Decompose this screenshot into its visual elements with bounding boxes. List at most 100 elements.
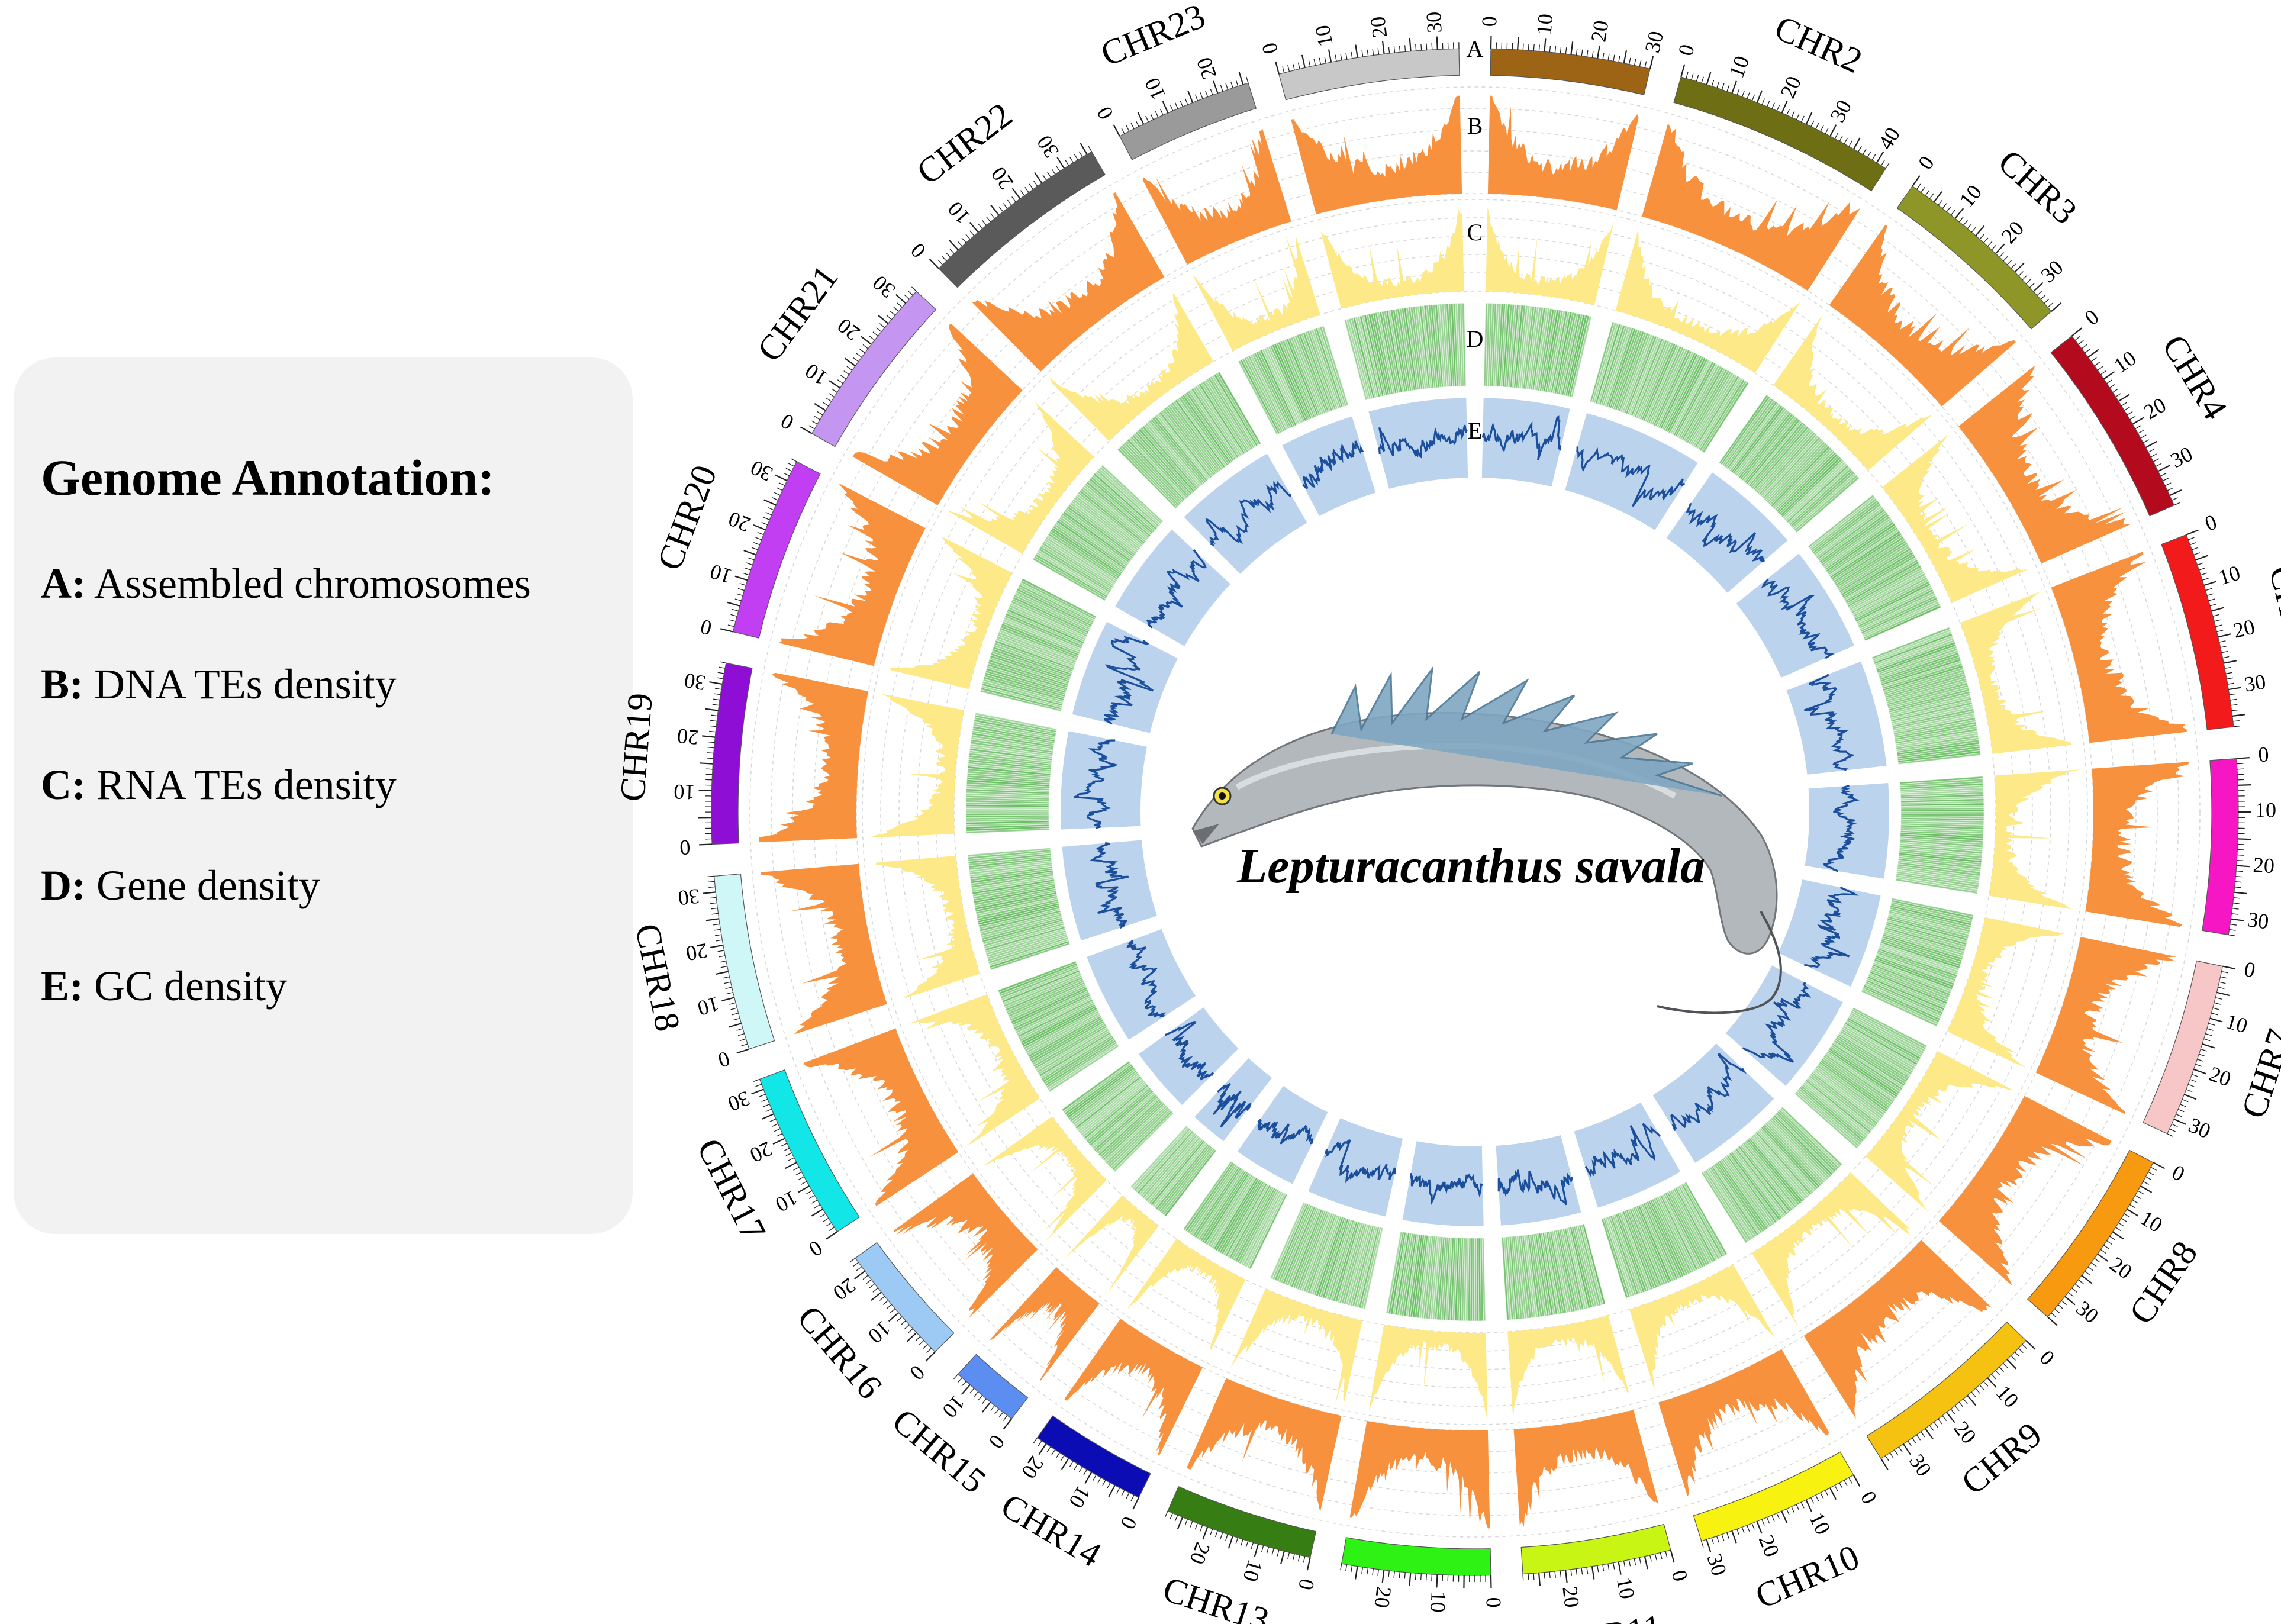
tick-mark [2022,275,2028,281]
tick-label: 40 [1873,123,1905,154]
chromosome-label: CHR19 [613,692,660,803]
fish-pupil [1219,792,1226,800]
legend-text-a: Assembled chromosomes [85,560,531,607]
tick-label: 0 [2035,1345,2060,1370]
tick-mark [737,588,745,591]
tick-mark [2124,1213,2130,1218]
tick-mark [2199,1053,2206,1057]
tick-mark [2224,666,2231,669]
dna-te-density-area [1187,1378,1342,1512]
tick-mark [1751,94,1755,101]
tick-mark [1361,50,1364,57]
tick-label: 20 [833,314,864,346]
tick-mark [713,698,720,701]
tick-mark [1942,1415,1947,1421]
tick-mark [1074,154,1078,160]
tick-mark [957,241,963,247]
tick-mark [2051,302,2062,312]
tick-label: 20 [1558,1585,1584,1609]
gc-density-background [1139,1007,1239,1105]
tick-mark [1130,123,1135,129]
tick-mark [713,923,720,926]
tick-mark [1381,1570,1385,1583]
tick-mark [1950,210,1955,215]
tick-mark [1726,1532,1730,1539]
rna-te-density-area [1882,434,2028,603]
tick-mark [1093,1474,1097,1481]
tick-mark [1324,56,1326,63]
tick-mark [2205,1033,2212,1036]
tick-mark [1174,1515,1178,1522]
tick-mark [1805,1499,1812,1512]
tick-mark [2163,478,2169,482]
tick-mark [739,1038,746,1042]
tick-mark [2208,1023,2215,1026]
tick-mark [853,357,859,362]
dna-te-density-area [2085,762,2189,927]
tick-mark [2014,1351,2020,1357]
tick-mark [2229,693,2236,695]
tick-mark [907,1328,913,1333]
tick-mark [2203,1038,2211,1042]
tick-mark [1177,1517,1184,1530]
tick-mark [1046,1446,1051,1452]
tick-mark [1235,79,1239,86]
tick-mark [817,411,823,415]
tick-mark [761,521,768,526]
tick-mark [714,934,721,936]
tick-mark [1175,102,1178,109]
tick-mark [1654,1554,1657,1561]
tick-mark [849,1258,856,1262]
tick-mark [2022,1343,2028,1349]
tick-mark [1246,76,1249,83]
tick-mark [775,474,788,482]
gc-density-line [1584,1123,1661,1178]
tick-mark [1213,80,1219,94]
tick-mark [2193,552,2201,556]
tick-mark [1335,54,1337,62]
tick-mark [1880,1458,1889,1470]
tick-mark [2202,1043,2215,1049]
tick-mark [2187,537,2195,540]
tick-mark [1107,1482,1111,1489]
tick-mark [1731,80,1737,94]
gc-density-background [1072,621,1178,733]
fish-tail [1657,910,1782,1014]
tick-mark [2172,1123,2178,1127]
tick-mark [2232,908,2239,910]
tick-label: 30 [868,271,900,303]
tick-mark [915,1336,921,1342]
tick-mark [1660,1552,1663,1559]
gc-density-line [1074,739,1118,829]
tick-mark [757,531,764,536]
tick-mark [1586,50,1589,57]
track-letter-a: A [1467,36,1484,62]
tick-mark [2129,415,2136,420]
gene-density-bin [1461,302,1467,386]
tick-mark [1967,223,1972,229]
ideogram-block [759,1069,860,1233]
tick-mark [981,1401,991,1413]
ideogram-block [1673,76,1886,192]
tick-mark [1634,59,1636,66]
tick-mark [723,976,730,979]
tick-mark [1796,1504,1800,1511]
tick-mark [2064,1296,2076,1306]
tick-mark [1597,45,1600,59]
rna-te-density-area [870,694,964,838]
tick-mark [2109,384,2116,388]
tick-mark [1834,133,1838,139]
tick-mark [1987,1377,1997,1388]
tick-mark [1829,124,1837,137]
tick-mark [2225,672,2232,674]
tick-mark [1074,1464,1078,1470]
tick-mark [751,547,758,550]
tick-mark [2044,298,2050,304]
tick-mark [808,1195,815,1199]
tick-mark [1995,243,2005,254]
gc-density-line [1126,939,1166,1018]
tick-mark [783,472,790,476]
dna-te-density-area [893,1173,1038,1319]
tick-mark [879,1296,885,1301]
